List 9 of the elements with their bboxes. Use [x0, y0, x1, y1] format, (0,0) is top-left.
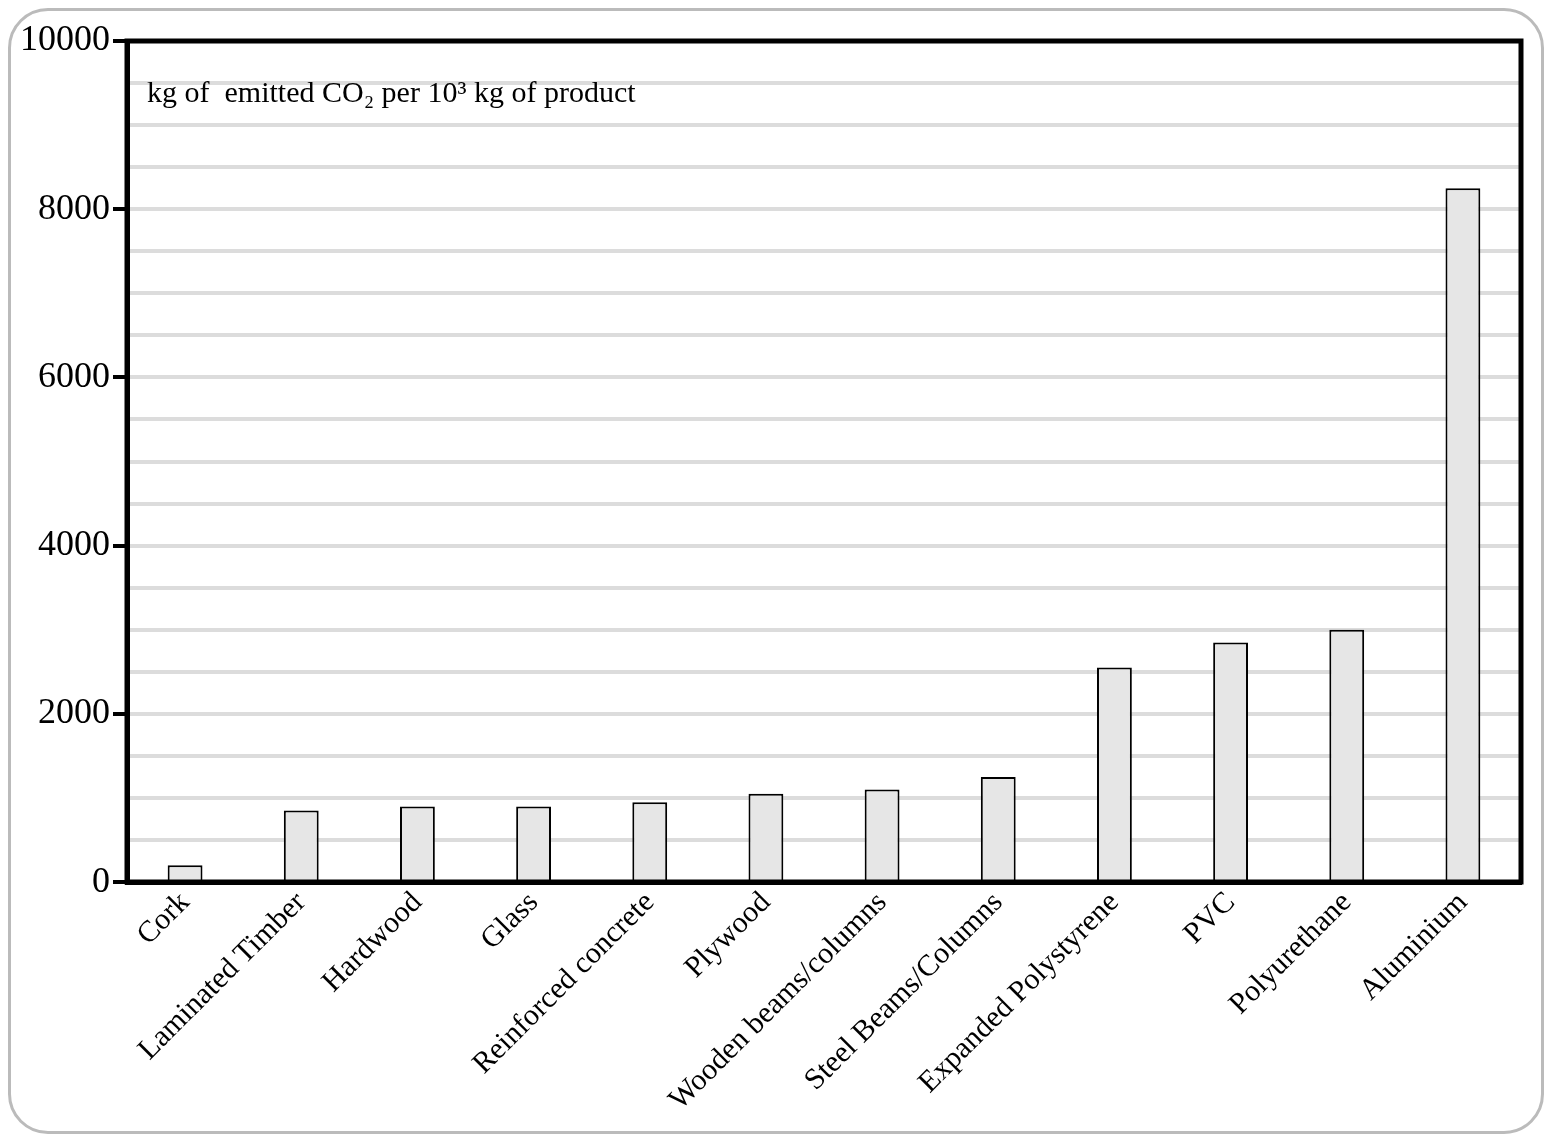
y-tick-label: 2000 [38, 691, 110, 732]
x-tick-label: Glass [472, 884, 544, 955]
x-tick-label: Cork [129, 884, 195, 951]
y-tick-label: 6000 [38, 354, 110, 395]
y-tick-label: 8000 [38, 186, 110, 227]
y-tick-label: 4000 [38, 523, 110, 564]
y-tick-label: 10000 [20, 18, 110, 59]
y-tick-label: 0 [92, 859, 110, 900]
annotation: kg of emitted CO₂ per 10³ kg of product [147, 74, 637, 108]
